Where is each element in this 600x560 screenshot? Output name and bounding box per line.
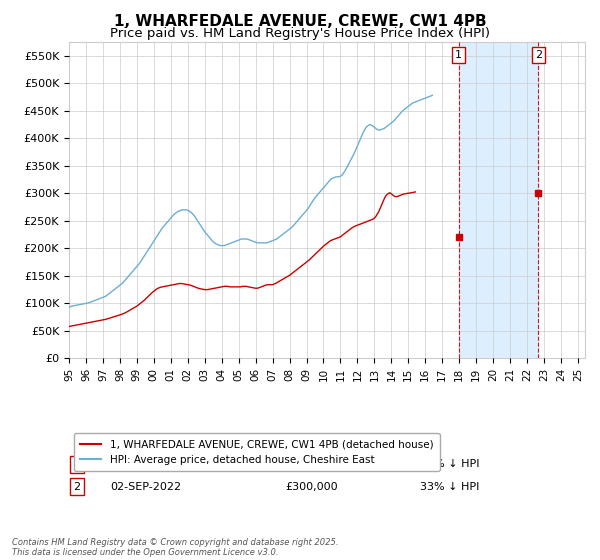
Text: 37% ↓ HPI: 37% ↓ HPI — [420, 459, 479, 469]
Text: 2: 2 — [535, 50, 542, 60]
Text: 2: 2 — [73, 482, 80, 492]
Text: 1: 1 — [455, 50, 462, 60]
Legend: 1, WHARFEDALE AVENUE, CREWE, CW1 4PB (detached house), HPI: Average price, detac: 1, WHARFEDALE AVENUE, CREWE, CW1 4PB (de… — [74, 433, 439, 471]
Text: £220,000: £220,000 — [286, 459, 338, 469]
Text: Price paid vs. HM Land Registry's House Price Index (HPI): Price paid vs. HM Land Registry's House … — [110, 27, 490, 40]
Text: Contains HM Land Registry data © Crown copyright and database right 2025.
This d: Contains HM Land Registry data © Crown c… — [12, 538, 338, 557]
Text: £300,000: £300,000 — [286, 482, 338, 492]
Text: 02-SEP-2022: 02-SEP-2022 — [110, 482, 181, 492]
Text: 1, WHARFEDALE AVENUE, CREWE, CW1 4PB: 1, WHARFEDALE AVENUE, CREWE, CW1 4PB — [113, 14, 487, 29]
Bar — [458, 42, 538, 358]
Text: 19-DEC-2017: 19-DEC-2017 — [110, 459, 184, 469]
Text: 33% ↓ HPI: 33% ↓ HPI — [420, 482, 479, 492]
Text: 1: 1 — [73, 459, 80, 469]
